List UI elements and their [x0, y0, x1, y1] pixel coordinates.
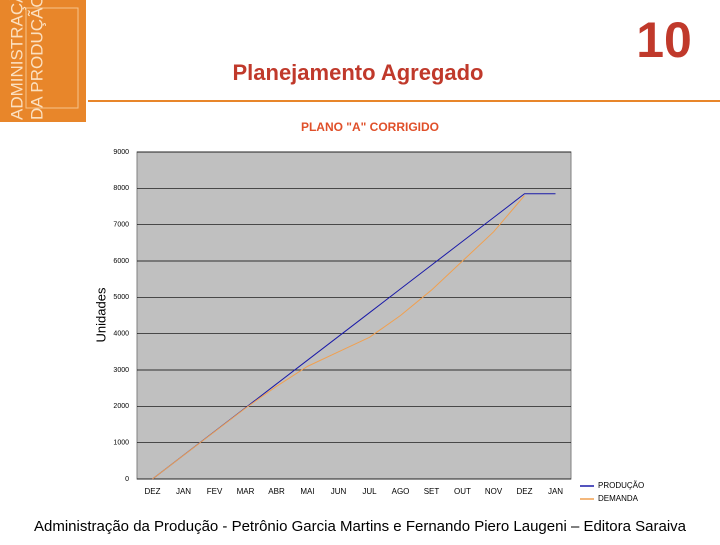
y-tick-label: 4000 — [113, 331, 129, 338]
y-tick-label: 8000 — [113, 185, 129, 192]
cover-frame — [25, 7, 79, 109]
x-tick-label: OUT — [454, 487, 471, 496]
book-cover — [0, 0, 86, 122]
y-tick-label: 3000 — [113, 367, 129, 374]
cover-title: ADMINISTRAÇÃO — [7, 0, 26, 120]
x-tick-label: JAN — [176, 487, 191, 496]
y-tick-label: 2000 — [113, 403, 129, 410]
x-tick-label: FEV — [207, 487, 223, 496]
x-tick-label: JAN — [548, 487, 563, 496]
y-axis-label: Unidades — [93, 287, 108, 342]
series-line — [152, 195, 525, 480]
legend-label: PRODUÇÃO — [598, 481, 644, 490]
x-tick-label: ABR — [268, 487, 285, 496]
legend-label: DEMANDA — [598, 494, 639, 503]
chart-title: PLANO "A" CORRIGIDO — [301, 120, 439, 134]
y-tick-label: 7000 — [113, 222, 129, 229]
y-tick-label: 9000 — [113, 149, 129, 156]
y-tick-label: 5000 — [113, 294, 129, 301]
slide-number: 10 — [636, 12, 692, 68]
y-tick-label: 0 — [125, 476, 129, 483]
plot: 0 1000 2000 3000 4000 5000 6000 7000 8000 9000 DEZ… — [113, 149, 644, 503]
cover-title: DA PRODUÇÃO — [27, 0, 46, 120]
x-tick-label: AGO — [392, 487, 410, 496]
slide-title: Planejamento Agregado — [232, 60, 483, 85]
x-tick-label: NOV — [485, 487, 503, 496]
x-tick-label: MAR — [237, 487, 255, 496]
x-tick-label: JUN — [331, 487, 347, 496]
plot-area — [136, 151, 572, 480]
x-tick-label: JUL — [362, 487, 377, 496]
x-tick-label: DEZ — [145, 487, 161, 496]
y-tick-label: 6000 — [113, 258, 129, 265]
x-tick-label: DEZ — [517, 487, 533, 496]
footer: Administração da Produção - Petrônio Gar… — [34, 518, 687, 535]
x-tick-label: SET — [424, 487, 440, 496]
x-tick-label: MAI — [300, 487, 314, 496]
y-tick-label: 1000 — [113, 440, 129, 447]
